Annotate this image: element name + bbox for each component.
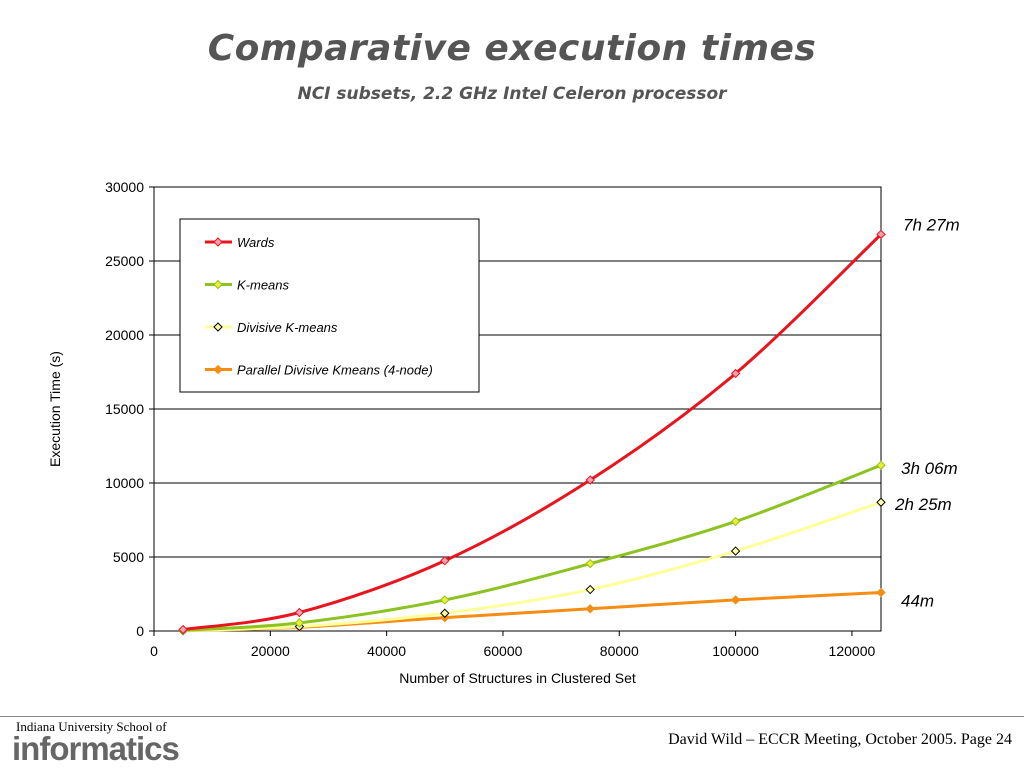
series-lines bbox=[178, 229, 886, 636]
x-axis-label: Number of Structures in Clustered Set bbox=[399, 670, 636, 686]
data-point bbox=[178, 624, 188, 635]
data-point bbox=[440, 555, 450, 566]
data-point bbox=[876, 497, 886, 507]
y-tick-label: 5000 bbox=[113, 549, 144, 565]
y-axis-ticks: 0 5000 10000 15000 20000 25000 30000 bbox=[105, 179, 154, 639]
end-label: 44m bbox=[901, 592, 934, 611]
data-point bbox=[294, 618, 305, 628]
series-line bbox=[182, 463, 882, 632]
data-point bbox=[876, 587, 886, 598]
legend-swatch-marker bbox=[213, 322, 223, 332]
series-divisive-k-means bbox=[178, 497, 886, 636]
x-tick-label: 60000 bbox=[483, 643, 522, 659]
x-tick-label: 20000 bbox=[251, 643, 290, 659]
slide-subtitle: NCI subsets, 2.2 GHz Intel Celeron proce… bbox=[297, 84, 727, 104]
end-label: 2h 25m bbox=[894, 495, 952, 514]
x-tick-label: 80000 bbox=[600, 643, 639, 659]
series-wards bbox=[178, 229, 886, 635]
y-tick-label: 10000 bbox=[105, 475, 144, 491]
x-tick-label: 100000 bbox=[712, 643, 759, 659]
legend-box bbox=[179, 218, 480, 393]
y-tick-label: 25000 bbox=[105, 253, 144, 269]
legend-swatch-marker bbox=[213, 237, 223, 247]
legend-label: Parallel Divisive Kmeans (4-node) bbox=[237, 363, 433, 378]
end-labels: 7h 27m 3h 06m 2h 25m 44m bbox=[894, 215, 960, 610]
legend: Wards K-means Divisive K-means Parallel Div… bbox=[179, 218, 480, 393]
data-point bbox=[876, 229, 886, 240]
data-point bbox=[585, 604, 595, 614]
x-tick-label: 40000 bbox=[367, 643, 406, 659]
data-point bbox=[876, 460, 886, 470]
y-axis-label: Execution Time (s) bbox=[47, 351, 63, 467]
informatics-logo: informatics bbox=[12, 730, 180, 767]
legend-label: K-means bbox=[237, 278, 290, 293]
footer-divider bbox=[0, 716, 1024, 717]
data-point bbox=[440, 595, 450, 605]
institution-name: Indiana University School of bbox=[16, 719, 167, 734]
end-label: 3h 06m bbox=[901, 459, 958, 478]
slide-title: Comparative execution times bbox=[207, 28, 817, 69]
y-tick-label: 20000 bbox=[105, 327, 144, 343]
footer-text: David Wild – ECCR Meeting, October 2005.… bbox=[668, 731, 1012, 748]
data-point bbox=[730, 368, 741, 379]
legend-label: Wards bbox=[237, 235, 275, 250]
legend-swatch-marker bbox=[213, 279, 223, 290]
data-point bbox=[294, 607, 305, 618]
legend-label: Divisive K-means bbox=[237, 320, 338, 335]
data-point bbox=[440, 608, 450, 618]
y-tick-label: 0 bbox=[136, 623, 144, 639]
data-point bbox=[585, 584, 595, 595]
y-tick-label: 30000 bbox=[105, 179, 144, 195]
line-chart: 0 5000 10000 15000 20000 25000 30000 0 20000 400… bbox=[47, 179, 960, 686]
data-point bbox=[730, 546, 741, 556]
series-k-means bbox=[178, 460, 886, 635]
end-label: 7h 27m bbox=[903, 215, 960, 234]
data-point bbox=[585, 475, 595, 485]
x-tick-label: 0 bbox=[150, 643, 158, 659]
y-tick-label: 15000 bbox=[105, 401, 144, 417]
data-point bbox=[730, 595, 741, 605]
x-tick-label: 120000 bbox=[829, 643, 876, 659]
data-point bbox=[585, 558, 595, 569]
data-point bbox=[730, 516, 741, 527]
legend-swatch-marker bbox=[213, 364, 223, 375]
x-axis-ticks: 0 20000 40000 60000 80000 100000 120000 bbox=[150, 631, 875, 659]
